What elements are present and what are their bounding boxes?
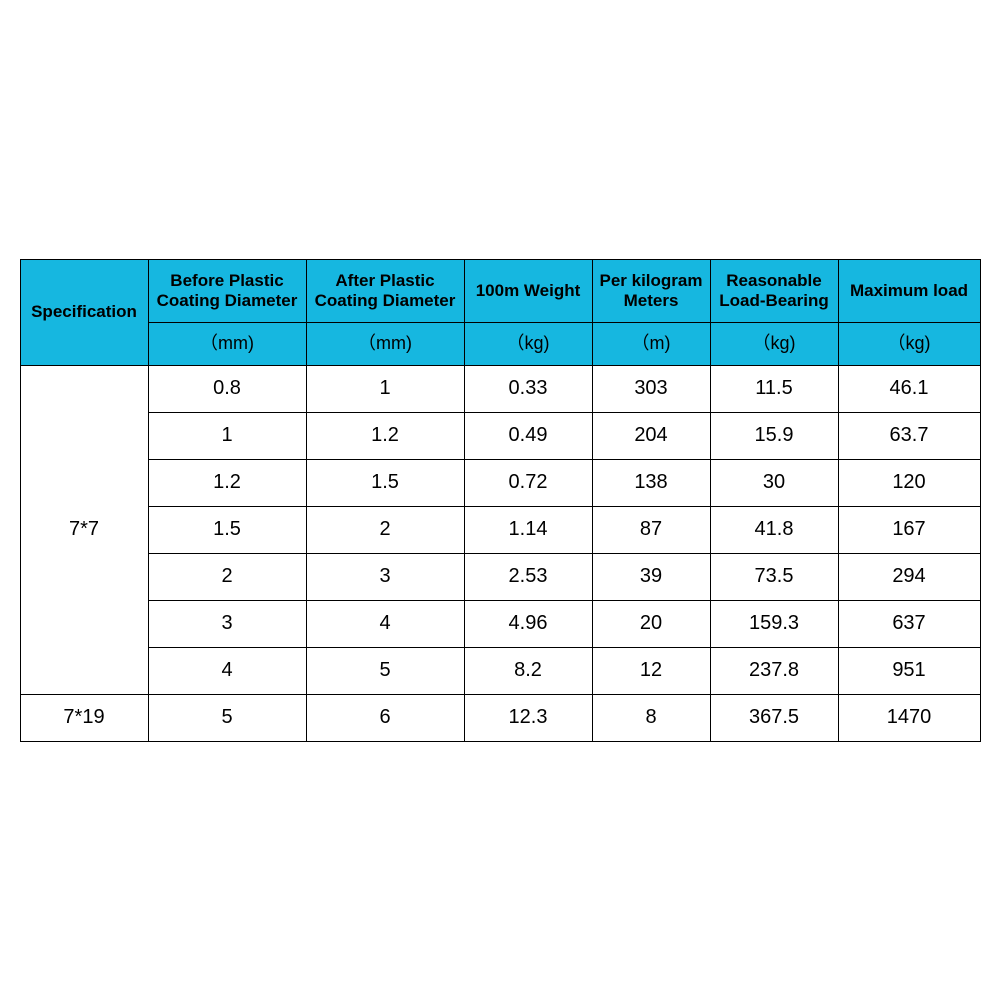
cell-per-kg-meters: 12: [592, 647, 710, 694]
cell-reasonable-load: 73.5: [710, 553, 838, 600]
cell-after-diameter: 1.2: [306, 412, 464, 459]
cell-100m-weight: 1.14: [464, 506, 592, 553]
cell-maximum-load: 294: [838, 553, 980, 600]
cell-after-diameter: 4: [306, 600, 464, 647]
cell-per-kg-meters: 204: [592, 412, 710, 459]
table-row: 7*7 0.8 1 0.33 303 11.5 46.1: [20, 365, 980, 412]
cell-reasonable-load: 41.8: [710, 506, 838, 553]
cell-maximum-load: 120: [838, 459, 980, 506]
table-row: 1.2 1.5 0.72 138 30 120: [20, 459, 980, 506]
col-header-100m-weight: 100m Weight: [464, 259, 592, 322]
cell-before-diameter: 1.2: [148, 459, 306, 506]
table-body: 7*7 0.8 1 0.33 303 11.5 46.1 1 1.2 0.49 …: [20, 365, 980, 741]
cell-after-diameter: 1.5: [306, 459, 464, 506]
cell-100m-weight: 0.72: [464, 459, 592, 506]
cell-reasonable-load: 367.5: [710, 694, 838, 741]
col-unit-before-diameter: （mm): [148, 322, 306, 365]
cell-after-diameter: 3: [306, 553, 464, 600]
col-unit-100m-weight: （kg): [464, 322, 592, 365]
cell-before-diameter: 4: [148, 647, 306, 694]
table-row: 4 5 8.2 12 237.8 951: [20, 647, 980, 694]
col-unit-reasonable-load: （kg): [710, 322, 838, 365]
cell-before-diameter: 0.8: [148, 365, 306, 412]
cell-100m-weight: 8.2: [464, 647, 592, 694]
table-row: 1.5 2 1.14 87 41.8 167: [20, 506, 980, 553]
cell-specification: 7*19: [20, 694, 148, 741]
cell-before-diameter: 1: [148, 412, 306, 459]
table-row: 2 3 2.53 39 73.5 294: [20, 553, 980, 600]
cell-reasonable-load: 11.5: [710, 365, 838, 412]
table-row: 1 1.2 0.49 204 15.9 63.7: [20, 412, 980, 459]
table-header: Specification Before Plastic Coating Dia…: [20, 259, 980, 365]
cell-reasonable-load: 159.3: [710, 600, 838, 647]
cell-before-diameter: 2: [148, 553, 306, 600]
cell-100m-weight: 0.49: [464, 412, 592, 459]
col-header-maximum-load: Maximum load: [838, 259, 980, 322]
cell-before-diameter: 1.5: [148, 506, 306, 553]
cell-before-diameter: 5: [148, 694, 306, 741]
cell-100m-weight: 12.3: [464, 694, 592, 741]
col-header-per-kg-meters: Per kilogram Meters: [592, 259, 710, 322]
cell-per-kg-meters: 20: [592, 600, 710, 647]
col-unit-maximum-load: （kg): [838, 322, 980, 365]
table-row: 7*19 5 6 12.3 8 367.5 1470: [20, 694, 980, 741]
cell-reasonable-load: 15.9: [710, 412, 838, 459]
cell-maximum-load: 951: [838, 647, 980, 694]
col-unit-per-kg-meters: （m): [592, 322, 710, 365]
col-header-reasonable-load: Reasonable Load-Bearing: [710, 259, 838, 322]
cell-maximum-load: 63.7: [838, 412, 980, 459]
cell-after-diameter: 2: [306, 506, 464, 553]
cell-after-diameter: 1: [306, 365, 464, 412]
cell-per-kg-meters: 303: [592, 365, 710, 412]
cell-per-kg-meters: 39: [592, 553, 710, 600]
cell-per-kg-meters: 138: [592, 459, 710, 506]
cell-after-diameter: 5: [306, 647, 464, 694]
specification-table: Specification Before Plastic Coating Dia…: [20, 259, 981, 742]
cell-before-diameter: 3: [148, 600, 306, 647]
cell-specification: 7*7: [20, 365, 148, 694]
col-header-after-diameter: After Plastic Coating Diameter: [306, 259, 464, 322]
cell-maximum-load: 46.1: [838, 365, 980, 412]
cell-per-kg-meters: 8: [592, 694, 710, 741]
cell-100m-weight: 0.33: [464, 365, 592, 412]
col-header-before-diameter: Before Plastic Coating Diameter: [148, 259, 306, 322]
cell-reasonable-load: 30: [710, 459, 838, 506]
col-header-specification: Specification: [20, 259, 148, 365]
col-unit-after-diameter: （mm): [306, 322, 464, 365]
cell-maximum-load: 1470: [838, 694, 980, 741]
cell-maximum-load: 167: [838, 506, 980, 553]
table-row: 3 4 4.96 20 159.3 637: [20, 600, 980, 647]
cell-100m-weight: 4.96: [464, 600, 592, 647]
cell-reasonable-load: 237.8: [710, 647, 838, 694]
cell-maximum-load: 637: [838, 600, 980, 647]
cell-per-kg-meters: 87: [592, 506, 710, 553]
cell-after-diameter: 6: [306, 694, 464, 741]
cell-100m-weight: 2.53: [464, 553, 592, 600]
